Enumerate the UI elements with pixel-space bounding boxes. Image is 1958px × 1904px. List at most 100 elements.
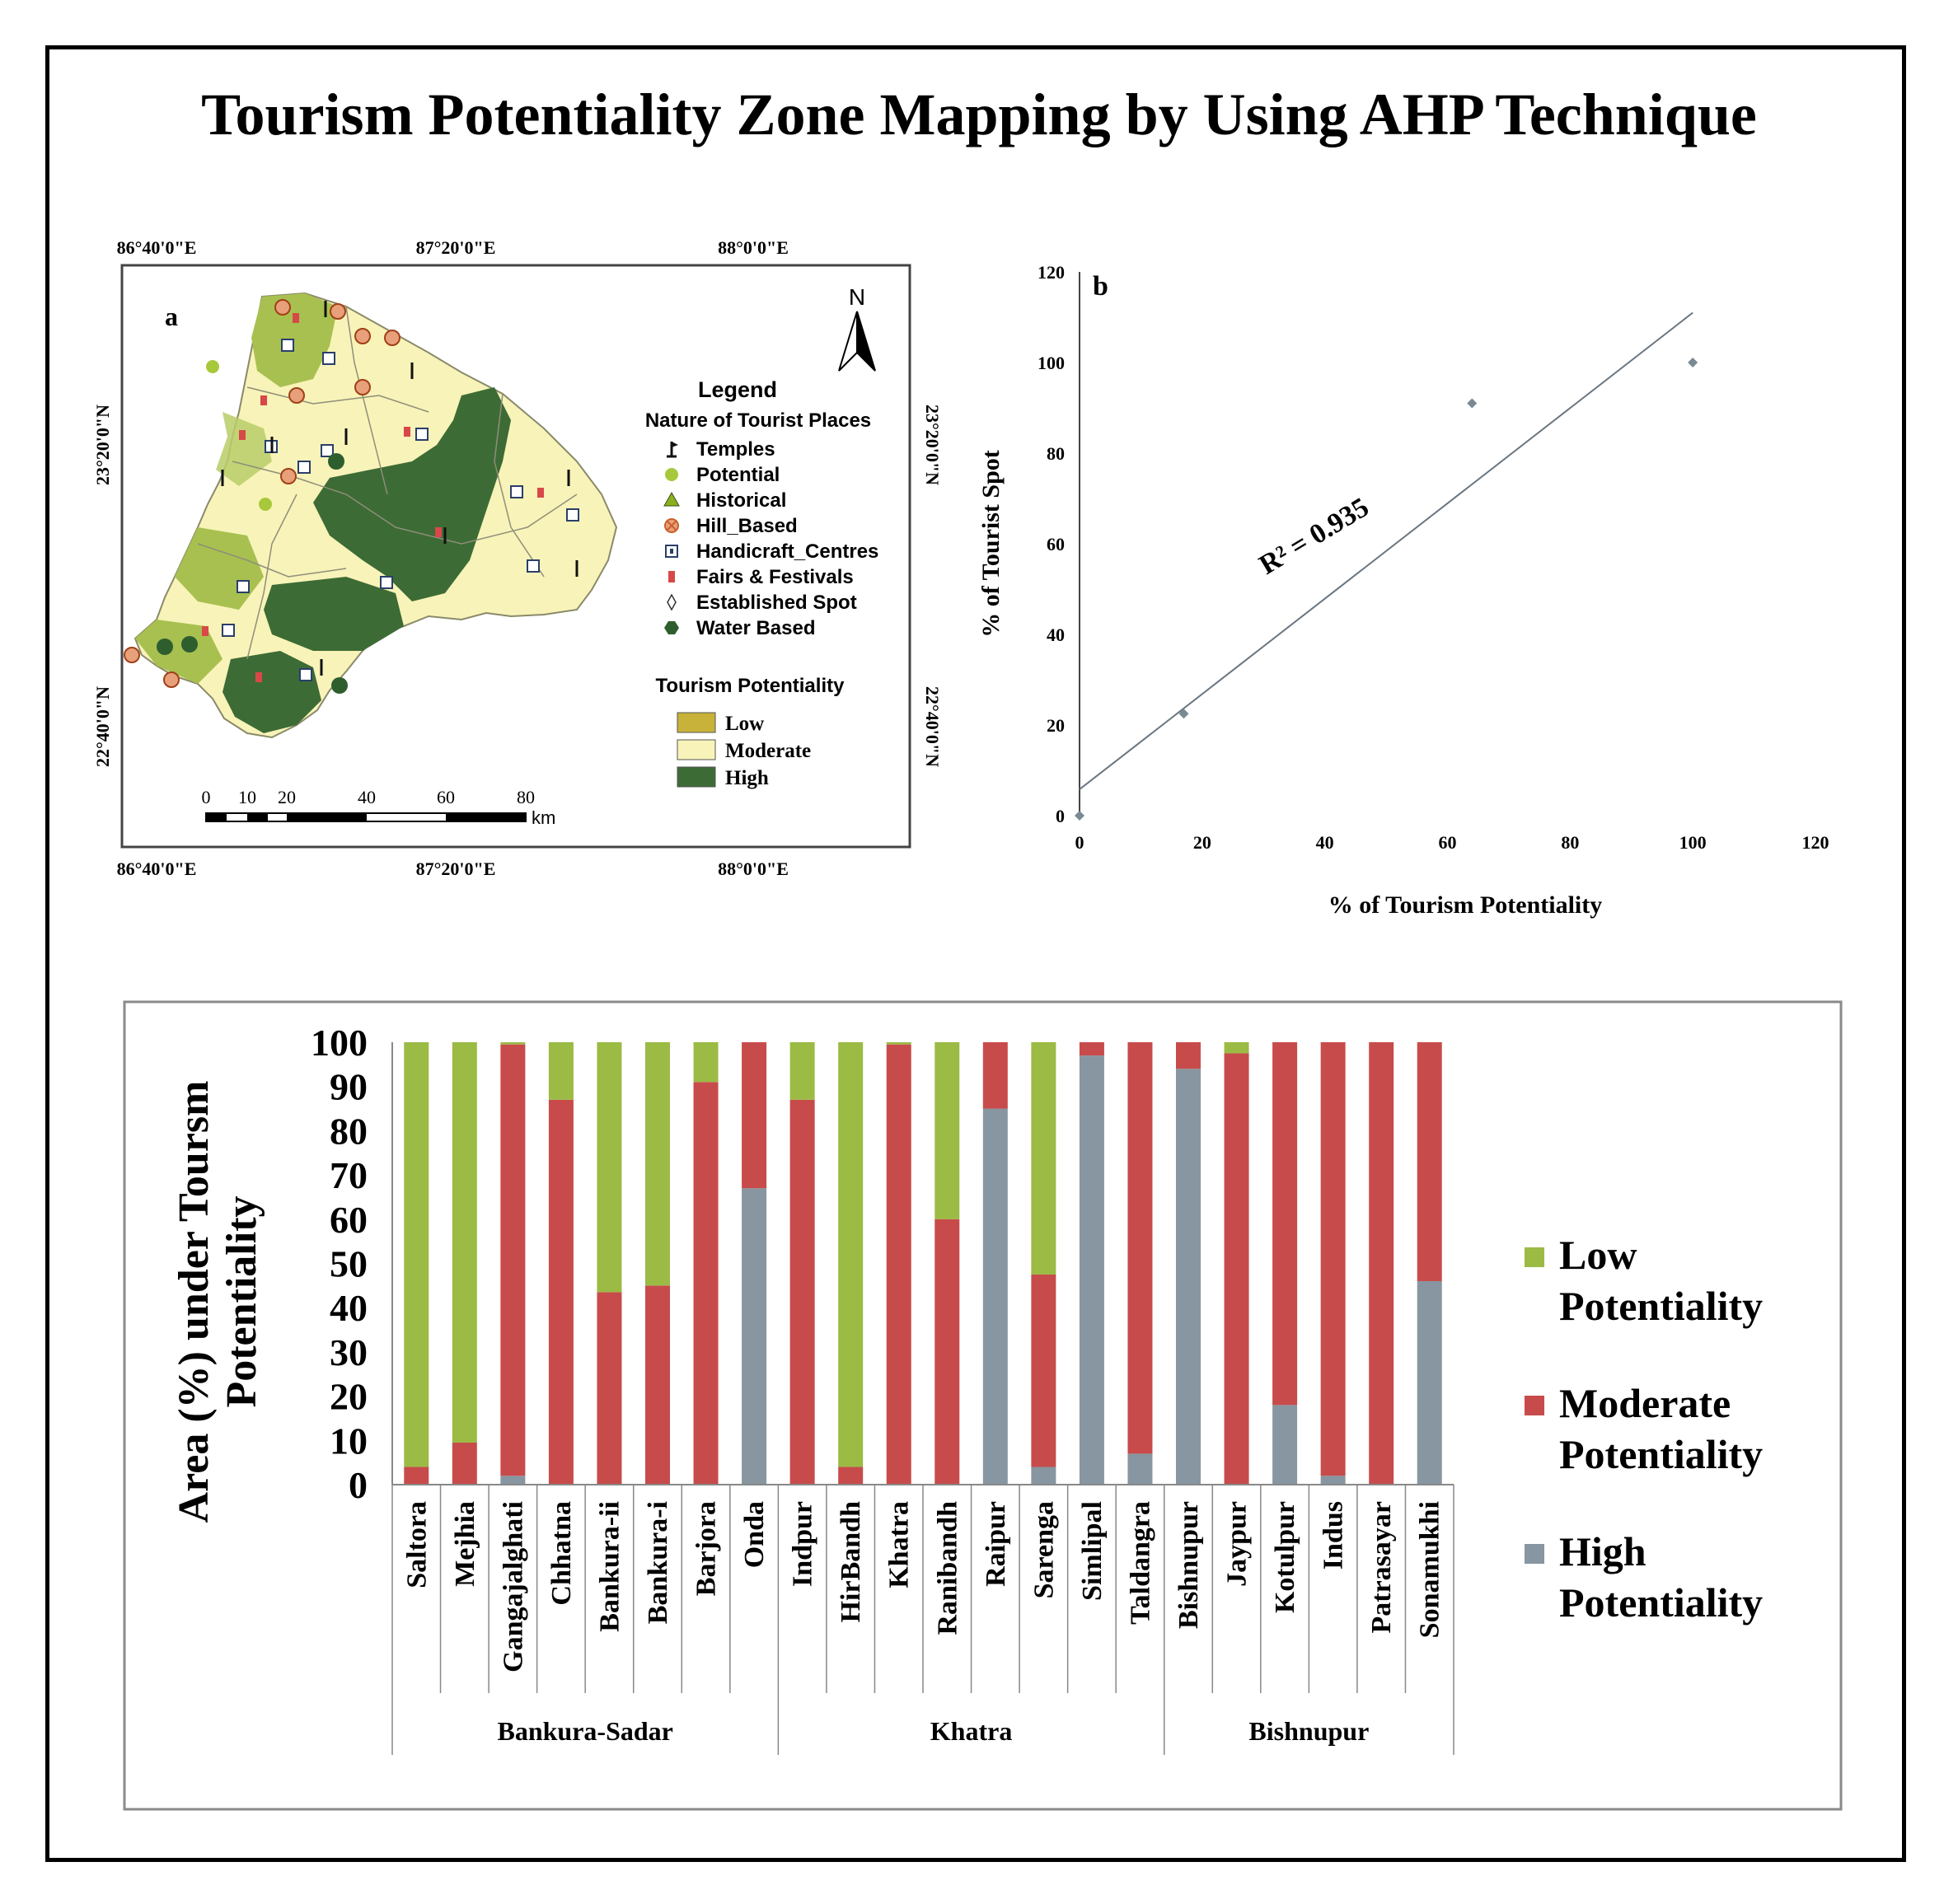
- bar-segment: [1272, 1042, 1298, 1406]
- x-tick-label: 120: [1802, 832, 1829, 853]
- bar-segment: [693, 1082, 719, 1485]
- bar-segment: [452, 1442, 477, 1485]
- bar-segment: [452, 1042, 477, 1443]
- scale-tick-label: 10: [238, 787, 256, 807]
- map-frame: [120, 264, 911, 849]
- legend-item-label: Potential: [696, 464, 780, 486]
- x-axis-title: % of Tourism Potentiality: [1328, 891, 1603, 919]
- lon-tick-top: 86°40'0"E: [117, 237, 197, 258]
- category-label: Saltora: [401, 1501, 432, 1588]
- bar-segment: [500, 1476, 526, 1485]
- category-label: Khatra: [884, 1501, 915, 1588]
- legend-item-label: Fairs & Festivals: [696, 566, 854, 588]
- bar-chart-frame: [123, 1000, 1843, 1811]
- scale-tick-label: 60: [437, 787, 455, 807]
- y-tick-label: 60: [1047, 534, 1065, 554]
- zone-label: Moderate: [725, 740, 811, 762]
- bar-segment: [1176, 1069, 1201, 1485]
- category-label: Sonamukhi: [1415, 1501, 1445, 1638]
- bar-segment: [1417, 1042, 1442, 1281]
- legend-item-label: Historical: [696, 489, 786, 512]
- category-label: Bankura-ii: [594, 1501, 625, 1632]
- legend-label-line2: Potentiality: [1559, 1579, 1763, 1626]
- legend-subtitle-places: Nature of Tourist Places: [645, 409, 871, 432]
- lat-tick-left: 22°40'0"N: [92, 686, 113, 767]
- bar-segment: [838, 1042, 864, 1467]
- category-label: Barjora: [691, 1501, 722, 1596]
- svg-text:N: N: [849, 284, 865, 310]
- legend-label-line1: Low: [1559, 1232, 1637, 1278]
- panel-label-b: b: [1093, 271, 1108, 302]
- lon-tick-top: 88°0'0"E: [718, 237, 789, 258]
- y-tick-label: 20: [330, 1376, 368, 1418]
- y-tick-label: 30: [330, 1331, 368, 1373]
- potential-circle-icon: [259, 498, 272, 511]
- y-tick-label: 90: [330, 1066, 368, 1108]
- bar-segment: [1272, 1405, 1298, 1485]
- legend-swatch: [1525, 1247, 1544, 1267]
- high-zone: [264, 577, 404, 651]
- bar-segment: [982, 1108, 1008, 1485]
- scale-tick-label: 40: [358, 787, 376, 807]
- y-tick-label: 10: [330, 1420, 368, 1462]
- handicraft-square-icon: [665, 545, 678, 558]
- y-tick-label: 40: [1047, 625, 1065, 645]
- bar-segment: [1224, 1042, 1249, 1054]
- legend-swatch: [1525, 1396, 1544, 1415]
- legend-item-label: Water Based: [696, 617, 816, 639]
- group-label: Bankura-Sadar: [497, 1716, 672, 1746]
- fair-marker-icon: [668, 571, 675, 582]
- scatter-point: [1178, 709, 1189, 719]
- category-label: Kotulpur: [1270, 1501, 1300, 1613]
- y-tick-label: 80: [1047, 443, 1065, 464]
- x-tick-label: 80: [1561, 832, 1579, 853]
- category-label: Ranibandh: [932, 1501, 963, 1635]
- bar-segment: [742, 1188, 767, 1485]
- scatter-point: [1467, 398, 1478, 409]
- bar-segment: [1127, 1453, 1153, 1485]
- legend-item-label: Temples: [696, 438, 775, 461]
- x-tick-label: 20: [1193, 832, 1211, 853]
- lon-tick-bottom: 86°40'0"E: [117, 858, 197, 879]
- temple-flag-icon: [667, 442, 678, 458]
- lat-tick-right: 22°40'0"N: [922, 686, 943, 767]
- x-tick-label: 40: [1316, 832, 1334, 853]
- scale-tick-label: 20: [278, 787, 296, 807]
- bar-segment: [597, 1292, 622, 1485]
- legend-swatch: [1525, 1544, 1544, 1564]
- hill-crossed-circle-icon: [124, 299, 400, 688]
- bar-segment: [886, 1042, 911, 1045]
- y-tick-label: 0: [1056, 806, 1065, 826]
- bar-segment: [1369, 1042, 1394, 1485]
- category-label: Onda: [739, 1501, 770, 1568]
- high-zone: [313, 387, 511, 601]
- trendline: [1079, 311, 1693, 790]
- bar-segment: [934, 1042, 960, 1219]
- bar-segment: [597, 1042, 622, 1293]
- bar-segment: [1320, 1042, 1346, 1476]
- bar-segment: [886, 1044, 911, 1485]
- bar-segment: [1176, 1042, 1201, 1069]
- legend-item-label: Established Spot: [696, 592, 857, 614]
- legend-label-line2: Potentiality: [1559, 1283, 1763, 1329]
- y-tick-label: 100: [311, 1022, 368, 1064]
- group-label: Bishnupur: [1248, 1716, 1369, 1746]
- zone-swatch: [677, 712, 716, 733]
- legend-subtitle-potentiality: Tourism Potentiality: [656, 675, 846, 697]
- category-label: Bankura-i: [643, 1501, 673, 1624]
- fair-marker-icon: [202, 313, 544, 682]
- category-label: Patrasayar: [1366, 1501, 1397, 1634]
- hill-crossed-circle-icon: [664, 518, 679, 533]
- legend-label-line2: Potentiality: [1559, 1431, 1763, 1477]
- figure-frame: [45, 45, 1906, 1862]
- bar-segment: [1031, 1274, 1056, 1467]
- bar-segment: [693, 1042, 719, 1083]
- scale-tick-label: 0: [202, 787, 211, 807]
- scatter-point: [1688, 358, 1698, 367]
- legend-item-label: Handicraft_Centres: [696, 540, 878, 563]
- lat-tick-right: 23°20'0"N: [922, 405, 943, 485]
- bar-segment: [789, 1042, 815, 1100]
- established-diamond-icon: [667, 593, 677, 611]
- scatter-point: [1075, 811, 1084, 821]
